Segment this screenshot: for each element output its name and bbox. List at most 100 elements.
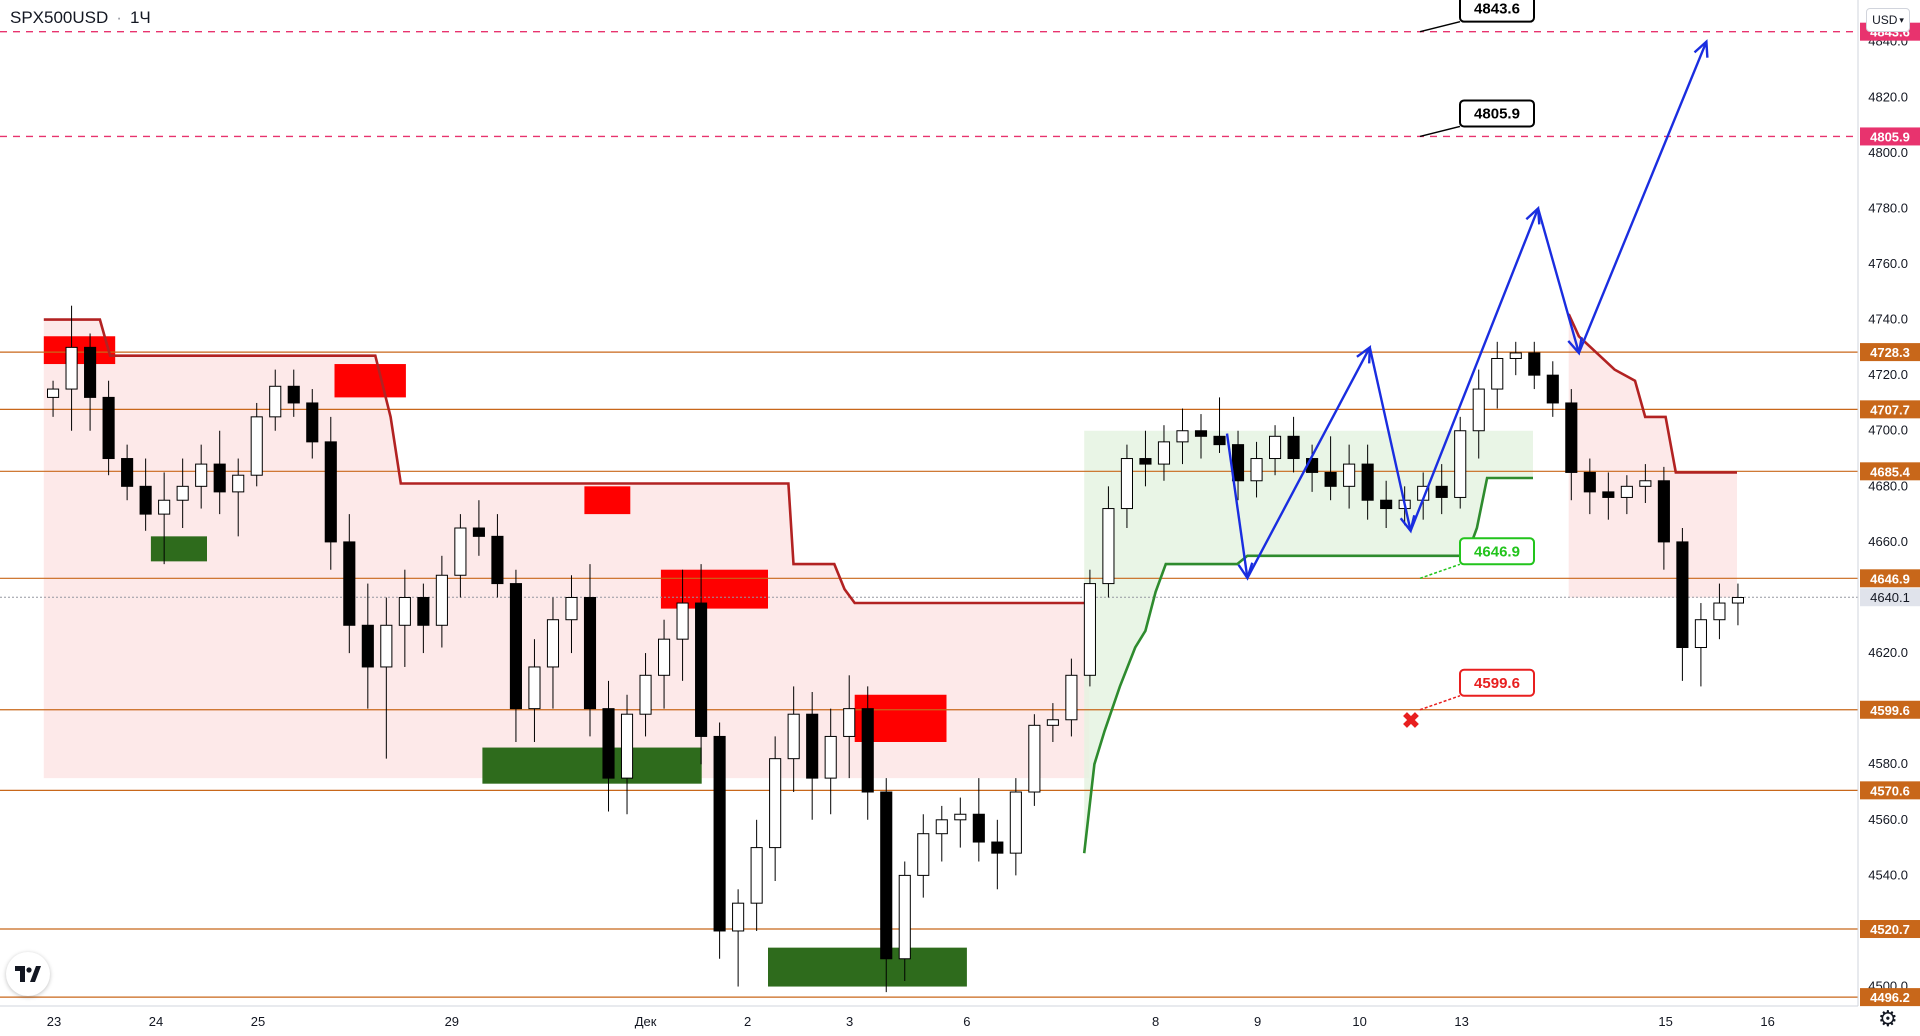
time-tick-label: Дек	[635, 1014, 657, 1029]
callout-box	[1459, 668, 1535, 697]
callout-box	[1459, 99, 1535, 128]
callout-pointer	[1419, 563, 1461, 580]
time-tick-label: 29	[445, 1014, 459, 1029]
candle-body	[954, 813, 967, 821]
forecast-segment	[1409, 207, 1540, 532]
candle-body	[472, 527, 485, 537]
callout-label: 4843.6	[1474, 1, 1520, 18]
demand-zone	[768, 947, 967, 987]
price-tick-label: 4660.0	[1868, 534, 1908, 549]
candle-body	[1287, 435, 1300, 460]
candle-body	[972, 813, 985, 843]
candle-body	[620, 713, 634, 779]
candle-body	[861, 708, 874, 793]
callout-box	[1459, 0, 1535, 23]
candle-body	[917, 833, 930, 876]
callout-pointer	[1419, 20, 1461, 33]
current-price-label: 4640.1	[1870, 590, 1910, 605]
candle-body	[417, 596, 430, 626]
price-level-tag	[1860, 920, 1920, 939]
candle-body	[898, 874, 911, 960]
candle-body	[306, 402, 319, 443]
candle-body	[1676, 541, 1689, 649]
time-tick-label: 2	[744, 1014, 751, 1029]
candle-body	[1454, 430, 1467, 498]
price-level-tag-label: 4728.3	[1870, 345, 1910, 360]
time-tick-label: 23	[47, 1014, 61, 1029]
forecast-arrowhead	[1525, 205, 1541, 225]
candle-body	[583, 596, 597, 710]
price-level-tag-label: 4685.4	[1870, 464, 1911, 479]
separator-dot: ·	[116, 8, 122, 27]
symbol-name[interactable]: SPX500USD	[10, 8, 109, 27]
supply-zone	[584, 486, 631, 515]
candle-body	[47, 388, 60, 398]
resistance-fill-2	[1568, 314, 1737, 598]
price-axis-panel	[1858, 0, 1920, 1036]
candle-body	[843, 708, 856, 737]
forecast-segment	[1225, 433, 1249, 579]
candle-body	[787, 713, 800, 760]
candle-body	[658, 638, 671, 676]
price-tick-label: 4720.0	[1868, 367, 1908, 382]
forecast-segment	[1368, 347, 1412, 532]
candle-body	[1602, 491, 1615, 498]
current-price-tag	[1860, 588, 1920, 607]
candle-body	[1472, 388, 1485, 432]
price-tick-label: 4700.0	[1868, 423, 1908, 438]
time-tick-label: 16	[1760, 1014, 1774, 1029]
price-level-tag	[1860, 569, 1920, 588]
candle-body	[1620, 485, 1633, 498]
candle-body	[287, 385, 300, 404]
candle-body	[84, 346, 97, 398]
candle-body	[1157, 441, 1171, 465]
price-level-tag	[1860, 988, 1920, 1007]
candle-body	[1269, 435, 1282, 460]
candle-body	[1435, 485, 1448, 498]
candle-body	[1213, 435, 1226, 446]
candle-body	[1028, 724, 1041, 793]
price-level-tag	[1860, 700, 1920, 719]
time-tick-label: 8	[1152, 1014, 1159, 1029]
candle-body	[361, 624, 374, 668]
candle-body	[1657, 480, 1670, 543]
price-tick-label: 4760.0	[1868, 256, 1908, 271]
candle-body	[1565, 402, 1578, 473]
candle-body	[1343, 463, 1356, 487]
candle-body	[1102, 508, 1115, 585]
symbol-header[interactable]: SPX500USD · 1Ч	[10, 8, 151, 28]
candle-body	[139, 485, 152, 515]
price-tick-label: 4780.0	[1868, 200, 1908, 215]
candle-body	[1231, 444, 1245, 482]
price-level-tag	[1860, 462, 1920, 481]
candle-body	[1713, 602, 1726, 621]
candle-body	[509, 583, 522, 710]
price-level-tag-label: 4520.7	[1870, 922, 1910, 937]
candle-body	[1639, 480, 1652, 487]
price-level-tag-label: 4646.9	[1870, 571, 1910, 586]
time-tick-label: 9	[1254, 1014, 1261, 1029]
logo-icon	[15, 966, 41, 982]
time-tick-label: 24	[149, 1014, 163, 1029]
candle-body	[1046, 719, 1059, 726]
price-level-tag-label: 4805.9	[1870, 129, 1910, 144]
candle-body	[1194, 430, 1208, 437]
candle-body	[695, 602, 708, 737]
price-tick-label: 4560.0	[1868, 812, 1908, 827]
candle-body	[565, 596, 578, 621]
candle-body	[195, 463, 208, 487]
forecast-segment	[1536, 208, 1581, 354]
tradingview-logo[interactable]	[6, 952, 50, 996]
settings-gear-icon[interactable]: ⚙	[1878, 1006, 1898, 1031]
candle-body	[435, 574, 448, 626]
candle-body	[1250, 458, 1263, 482]
time-tick-label: 25	[251, 1014, 265, 1029]
candle-body	[213, 463, 226, 493]
callout-pointer	[1419, 695, 1461, 711]
interval-label[interactable]: 1Ч	[129, 8, 151, 27]
candle-body	[232, 474, 245, 493]
currency-select[interactable]: USD ▾	[1866, 8, 1910, 32]
price-level-tag-label: 4496.2	[1870, 990, 1910, 1005]
